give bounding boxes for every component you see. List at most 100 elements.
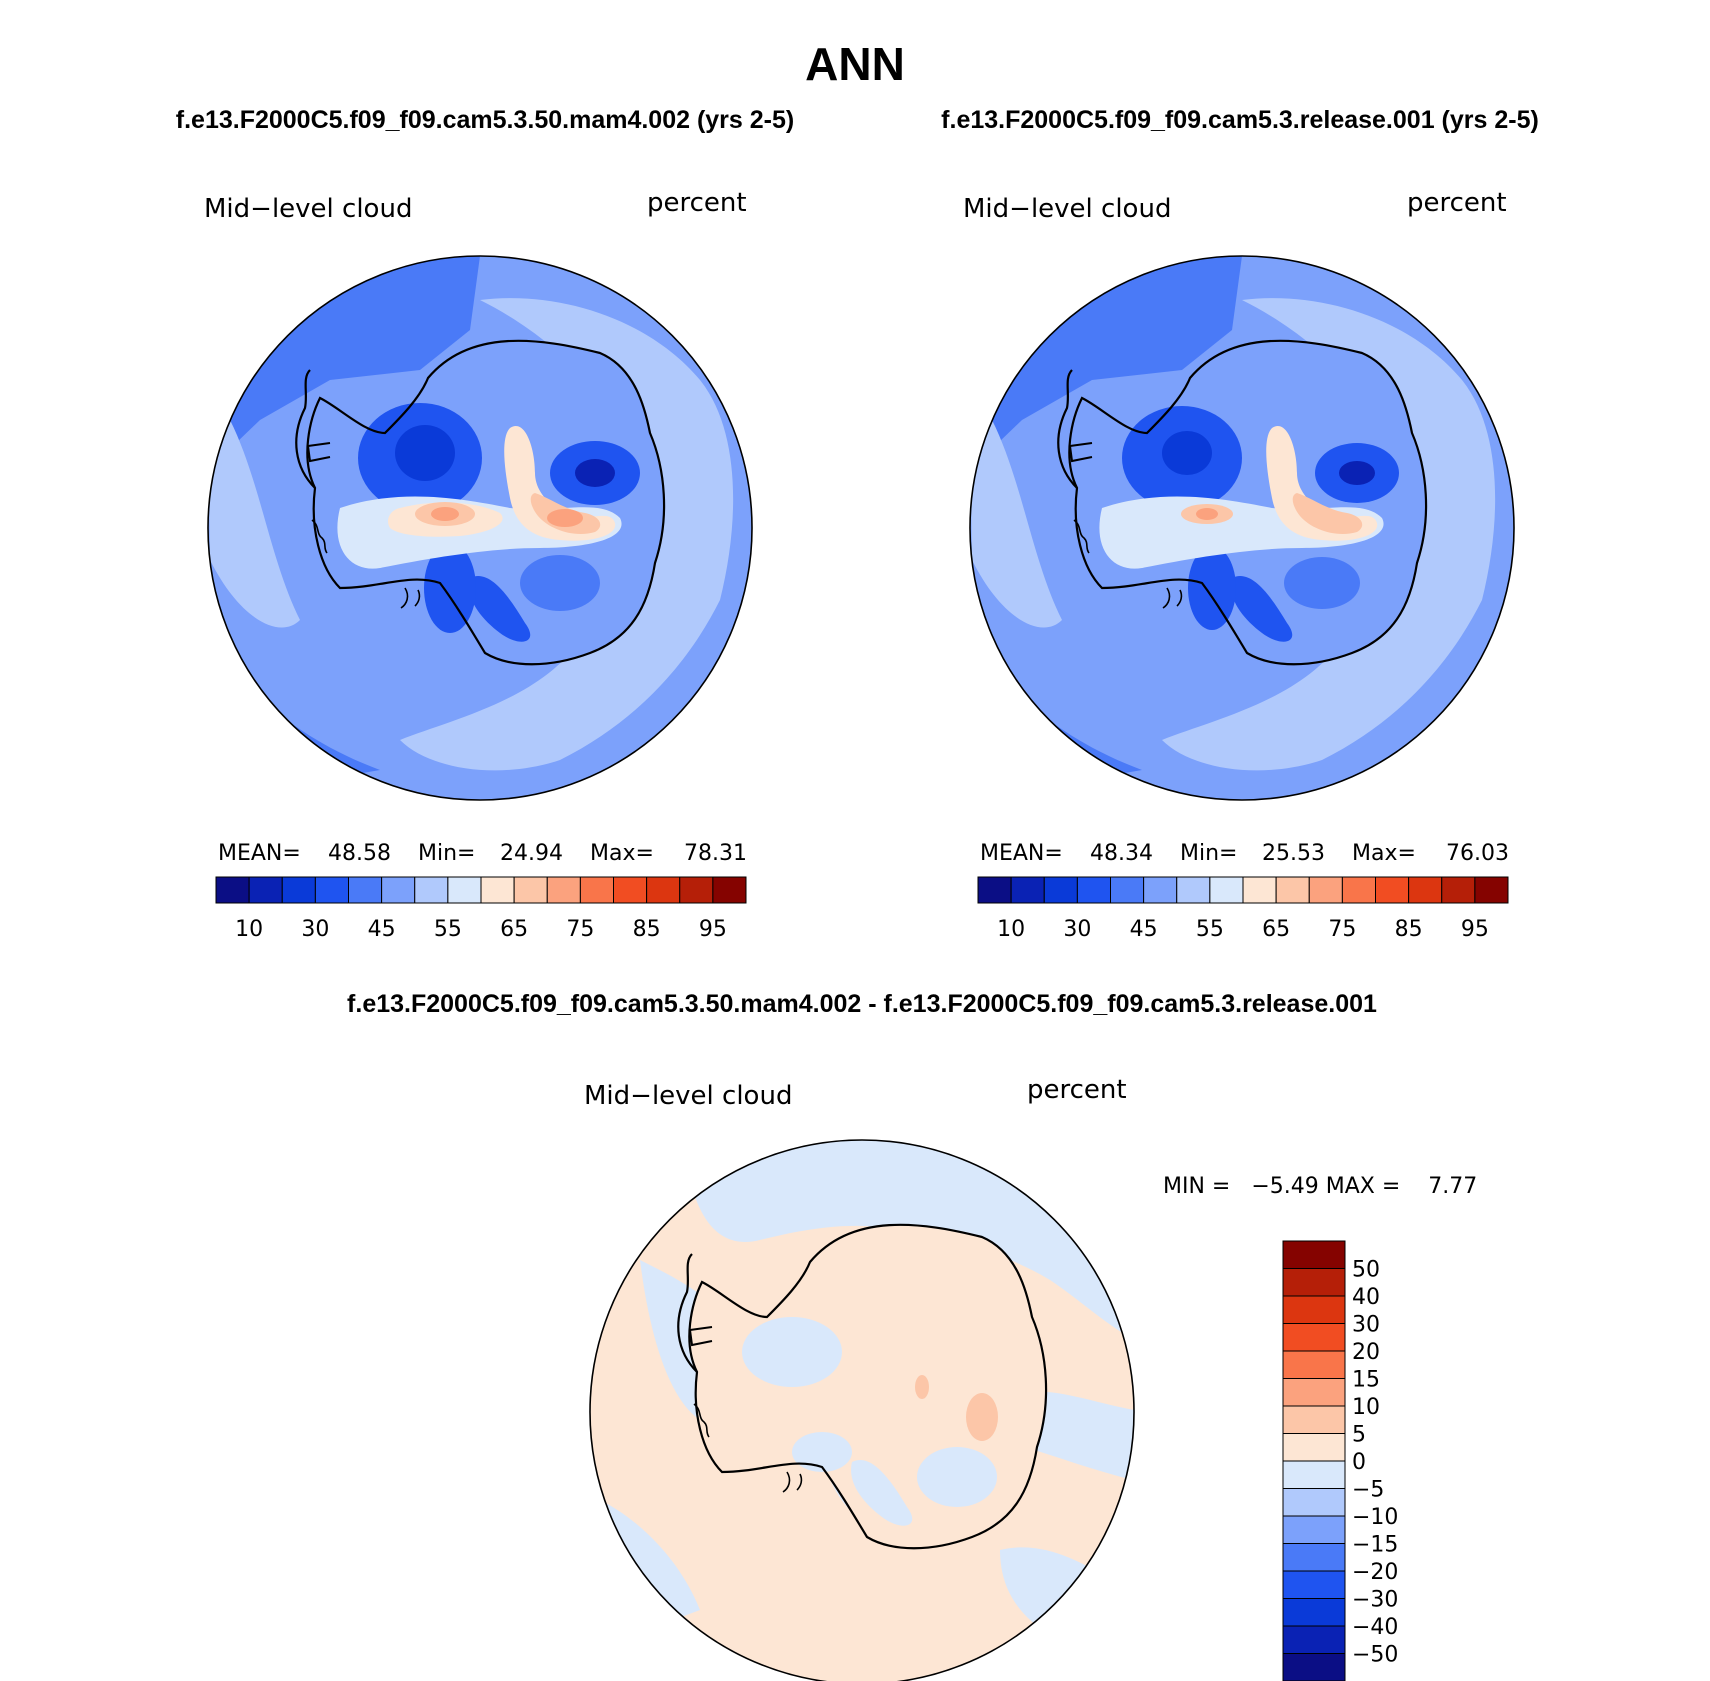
panel2-colorbar-swatch <box>1341 876 1376 904</box>
panel2-units-label: percent <box>1407 188 1507 218</box>
panel2-colorbar-tick-label: 55 <box>1196 917 1224 942</box>
diff-subtitle: f.e13.F2000C5.f09_f09.cam5.3.50.mam4.002… <box>347 990 1377 1018</box>
diff-colorbar-swatch <box>1282 1405 1346 1434</box>
panel1-colorbar-swatch <box>348 876 383 904</box>
diff-colorbar-swatch <box>1282 1350 1346 1379</box>
panel2-colorbar-swatch <box>1474 876 1509 904</box>
panel1-colorbar-swatch <box>480 876 515 904</box>
diff-colorbar-tick-label: −5 <box>1352 1478 1384 1503</box>
panel1-colorbar-tick-label: 45 <box>368 917 396 942</box>
panel1-variable-label: Mid−level cloud <box>204 194 412 224</box>
panel1-mean-label: MEAN= <box>218 841 301 866</box>
diff-colorbar-swatch <box>1282 1488 1346 1517</box>
panel1-colorbar-swatch <box>381 876 416 904</box>
panel1-colorbar-tick-label: 75 <box>566 917 594 942</box>
panel1-colorbar-tick-label: 30 <box>301 917 329 942</box>
panel1-max-label: Max= <box>590 841 654 866</box>
panel2-min-value: 25.53 <box>1262 841 1325 866</box>
diff-colorbar-tick-label: 5 <box>1352 1423 1366 1448</box>
map-panel-2 <box>969 255 1515 801</box>
diff-colorbar-tick-label: −30 <box>1352 1588 1398 1613</box>
diff-colorbar-swatch <box>1282 1625 1346 1654</box>
diff-colorbar-tick-label: 40 <box>1352 1285 1380 1310</box>
diff-colorbar-tick-label: 0 <box>1352 1450 1366 1475</box>
map-panel-1 <box>207 255 753 801</box>
diff-colorbar-swatch <box>1282 1598 1346 1627</box>
panel1-colorbar-tick-label: 10 <box>235 917 263 942</box>
panel1-colorbar-swatch <box>281 876 316 904</box>
diff-colorbar-swatch <box>1282 1543 1346 1572</box>
panel2-colorbar-swatch <box>1209 876 1244 904</box>
panel1-min-value: 24.94 <box>500 841 563 866</box>
panel2-colorbar-swatch <box>1408 876 1443 904</box>
panel2-min-label: Min= <box>1180 841 1237 866</box>
panel2-colorbar-swatch <box>1375 876 1410 904</box>
panel1-max-value: 78.31 <box>684 841 747 866</box>
panel1-colorbar-tick-label: 65 <box>500 917 528 942</box>
panel1-colorbar-swatch <box>314 876 349 904</box>
panel2-colorbar-swatch <box>1275 876 1310 904</box>
map-panel-diff <box>589 1139 1135 1681</box>
panel2-colorbar-swatch <box>1010 876 1045 904</box>
panel1-mean-value: 48.58 <box>328 841 391 866</box>
panel2-colorbar-tick-label: 95 <box>1461 917 1489 942</box>
diff-colorbar-tick-label: 20 <box>1352 1340 1380 1365</box>
diff-colorbar-swatch <box>1282 1433 1346 1462</box>
diff-colorbar-tick-label: 30 <box>1352 1313 1380 1338</box>
panel1-colorbar-swatch <box>414 876 449 904</box>
panel2-colorbar-tick-label: 45 <box>1130 917 1158 942</box>
panel2-mean-value: 48.34 <box>1090 841 1153 866</box>
panel2-colorbar: 10 30 45 55 65 75 85 95 <box>977 876 1509 942</box>
figure-title: ANN <box>805 38 905 90</box>
panel2-colorbar-swatch <box>1143 876 1178 904</box>
case1-subtitle: f.e13.F2000C5.f09_f09.cam5.3.50.mam4.002… <box>176 106 794 134</box>
panel3-minmax-label: MIN = −5.49 MAX = 7.77 <box>1163 1174 1477 1199</box>
panel2-colorbar-swatch <box>1242 876 1277 904</box>
panel1-colorbar-swatch <box>513 876 548 904</box>
panel1-colorbar-swatch <box>613 876 648 904</box>
panel2-max-label: Max= <box>1352 841 1416 866</box>
diff-colorbar-swatch <box>1282 1570 1346 1599</box>
panel2-colorbar-swatch <box>1043 876 1078 904</box>
panel2-mean-label: MEAN= <box>980 841 1063 866</box>
panel2-colorbar-swatch <box>1110 876 1145 904</box>
panel2-colorbar-tick-label: 85 <box>1395 917 1423 942</box>
panel3-units-label: percent <box>1027 1075 1127 1105</box>
panel2-variable-label: Mid−level cloud <box>963 194 1171 224</box>
panel1-colorbar-swatch <box>215 876 250 904</box>
panel1-units-label: percent <box>647 188 747 218</box>
panel1-colorbar-tick-label: 85 <box>633 917 661 942</box>
panel1-min-label: Min= <box>418 841 475 866</box>
panel1-colorbar-swatch <box>646 876 681 904</box>
diff-colorbar-tick-label: 15 <box>1352 1368 1380 1393</box>
panel2-colorbar-swatch <box>1076 876 1111 904</box>
diff-colorbar-tick-label: −10 <box>1352 1505 1398 1530</box>
diff-colorbar-swatch <box>1282 1460 1346 1489</box>
case2-subtitle: f.e13.F2000C5.f09_f09.cam5.3.release.001… <box>941 106 1539 134</box>
diff-colorbar-tick-label: 50 <box>1352 1258 1380 1283</box>
diff-colorbar-swatch <box>1282 1653 1346 1681</box>
panel1-colorbar-swatch <box>712 876 747 904</box>
panel1-stats: MEAN= 48.58 Min= 24.94 Max= 78.31 <box>218 841 747 866</box>
diff-colorbar-tick-label: −50 <box>1352 1643 1398 1668</box>
panel2-colorbar-swatch <box>1308 876 1343 904</box>
panel2-colorbar-swatch <box>977 876 1012 904</box>
panel2-max-value: 76.03 <box>1446 841 1509 866</box>
panel2-colorbar-tick-label: 65 <box>1262 917 1290 942</box>
panel1-colorbar-swatch <box>679 876 714 904</box>
panel2-colorbar-tick-label: 75 <box>1328 917 1356 942</box>
panel1-colorbar-swatch <box>447 876 482 904</box>
panel2-colorbar-swatch <box>1176 876 1211 904</box>
panel1-colorbar-tick-label: 95 <box>699 917 727 942</box>
diff-colorbar-swatch <box>1282 1515 1346 1544</box>
diff-colorbar-swatch <box>1282 1295 1346 1324</box>
panel1-colorbar: 10 30 45 55 65 75 85 95 <box>215 876 747 942</box>
diff-colorbar-tick-label: −40 <box>1352 1615 1398 1640</box>
panel2-colorbar-tick-label: 30 <box>1063 917 1091 942</box>
panel2-colorbar-swatch <box>1441 876 1476 904</box>
diff-colorbar-tick-label: −15 <box>1352 1533 1398 1558</box>
panel1-colorbar-swatch <box>546 876 581 904</box>
panel2-colorbar-tick-label: 10 <box>997 917 1025 942</box>
